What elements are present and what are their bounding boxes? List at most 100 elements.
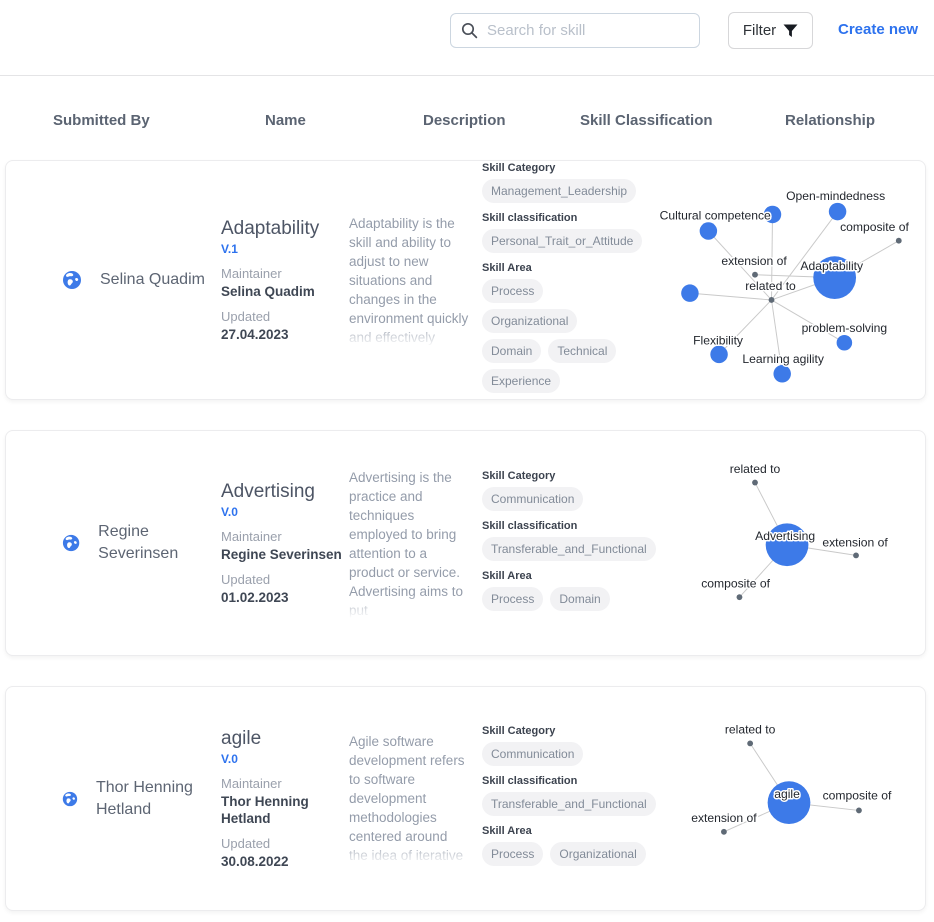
updated-label: Updated (221, 836, 271, 851)
skill-classification-cell: Skill Category Communication Skill class… (482, 469, 656, 617)
skill-description: Advertising is the practice and techniqu… (349, 470, 464, 618)
graph-relation-dot[interactable] (746, 740, 753, 747)
globe-icon (63, 271, 81, 289)
col-header-submitted-by: Submitted By (53, 112, 150, 129)
skill-area-pills: Process Domain (482, 586, 648, 611)
graph-edge (770, 214, 773, 301)
graph-skill-node[interactable] (763, 206, 781, 224)
description-cell: Adaptability is the skill and ability to… (349, 214, 482, 347)
graph-skill-node[interactable] (699, 222, 717, 241)
skill-classification-label: Skill classification (482, 519, 578, 532)
graph-relation-dot[interactable] (768, 297, 774, 304)
relationship-graph[interactable]: related to extension of composite of Adapta… (653, 163, 925, 396)
graph-relation-dot[interactable] (855, 807, 862, 814)
skill-row-adaptability[interactable]: Selina Quadim Adaptability V.1 Maintaine… (5, 160, 926, 400)
graph-edge (770, 300, 783, 375)
graph-relation-dot[interactable] (720, 829, 727, 835)
graph-node-label: composite of (701, 577, 770, 591)
graph-node-label: Open-mindedness (786, 189, 885, 203)
graph-skill-node[interactable] (709, 346, 728, 364)
funnel-icon (783, 24, 798, 37)
skill-classification-pills: Transferable_and_Functional (482, 792, 656, 816)
graph-edge (689, 293, 772, 301)
maintainer-label: Maintainer (221, 776, 282, 791)
name-cell: Advertising V.0 Maintainer Regine Severi… (221, 480, 349, 606)
graph-edge (707, 231, 772, 301)
graph-skill-node[interactable] (772, 365, 791, 383)
skill-classification-pills: Personal_Trait_or_Attitude (482, 228, 648, 253)
graph-relation-dot[interactable] (736, 594, 742, 601)
graph-node-label: composite of (840, 220, 909, 234)
relationship-cell: related to extension of composite of Adapta… (652, 163, 925, 396)
graph-node-label: extension of (721, 254, 787, 268)
skill-classification-cell: Skill Category Management_Leadership Ski… (482, 162, 652, 399)
graph-skill-node[interactable] (812, 256, 856, 300)
graph-node-label: related to (745, 280, 796, 294)
skill-row-agile[interactable]: Thor Henning Hetland agile V.0 Maintaine… (5, 686, 926, 911)
submitted-by-name: Regine Severinsen (98, 523, 179, 562)
graph-node-label: Flexibility (693, 334, 744, 348)
skill-classification-pills: Transferable_and_Functional (482, 536, 656, 561)
skill-pill: Organizational (482, 308, 578, 333)
skill-description: Agile software development refers to sof… (349, 734, 465, 863)
skill-area-pills: Process Organizational (482, 842, 648, 866)
submitted-by-cell: Thor Henning Hetland (6, 777, 221, 821)
skill-pill: Domain (550, 586, 610, 611)
updated-label: Updated (221, 572, 271, 587)
graph-relation-dot[interactable] (895, 238, 902, 245)
skill-name: Advertising (221, 481, 315, 502)
graph-edge (718, 300, 772, 356)
graph-skill-node[interactable] (765, 523, 808, 567)
maintainer-name: Thor Henning Hetland (221, 794, 309, 826)
skill-category-label: Skill Category (482, 725, 556, 737)
skill-area-label: Skill Area (482, 569, 532, 582)
search-input[interactable] (487, 22, 689, 39)
graph-skill-node[interactable] (828, 203, 846, 221)
updated-date: 01.02.2023 (221, 590, 289, 605)
graph-relation-dot[interactable] (751, 272, 758, 279)
graph-relation-dot[interactable] (852, 552, 859, 559)
skill-pill: Communication (482, 486, 584, 511)
col-header-name: Name (265, 112, 306, 129)
skill-category-label: Skill Category (482, 161, 556, 174)
graph-skill-node[interactable] (767, 781, 810, 825)
graph-node-label: Adaptability (800, 259, 864, 273)
graph-relation-dot[interactable] (751, 479, 758, 486)
updated-label: Updated (221, 309, 271, 324)
submitted-by-name: Selina Quadim (100, 271, 205, 288)
graph-edge (770, 299, 845, 344)
create-new-link[interactable]: Create new (838, 21, 919, 38)
search-box[interactable] (450, 13, 700, 48)
graph-skill-node[interactable] (680, 284, 699, 303)
name-cell: agile V.0 Maintainer Thor Henning Hetlan… (221, 727, 349, 870)
globe-icon (62, 534, 80, 552)
skill-description: Adaptability is the skill and ability to… (349, 215, 469, 345)
top-toolbar: Filter Create new (0, 0, 934, 76)
skill-row-advertising[interactable]: Regine Severinsen Advertising V.0 Mainta… (5, 430, 926, 656)
relationship-cell: Advertising related to extension of composi… (652, 433, 925, 653)
filter-button[interactable]: Filter (728, 12, 813, 49)
relationship-graph[interactable]: agile related to composite of extension of (653, 689, 925, 908)
graph-node-label: composite of (822, 789, 891, 803)
col-header-description: Description (423, 112, 506, 129)
skill-name: agile (221, 728, 262, 749)
skill-category-label: Skill Category (482, 469, 556, 482)
filter-button-label: Filter (742, 22, 777, 39)
version-badge: V.1 (221, 242, 238, 256)
skill-pill: Personal_Trait_or_Attitude (482, 228, 643, 253)
relationship-graph[interactable]: Advertising related to extension of composi… (653, 433, 925, 653)
maintainer-name: Selina Quadim (221, 284, 315, 299)
version-badge: V.0 (221, 505, 238, 519)
skill-category-pills: Communication (482, 486, 648, 511)
maintainer-label: Maintainer (221, 529, 282, 544)
skill-pill: Organizational (550, 842, 646, 866)
graph-node-label: agile (774, 787, 800, 801)
col-header-relationship: Relationship (785, 112, 876, 129)
graph-node-label: extension of (691, 811, 757, 825)
skill-category-pills: Management_Leadership (482, 178, 648, 203)
graph-skill-node[interactable] (836, 335, 852, 351)
graph-node-label: related to (729, 462, 780, 476)
submitted-by-cell: Regine Severinsen (6, 521, 221, 565)
skill-classification-label: Skill classification (482, 211, 578, 224)
graph-node-label: Advertising (755, 529, 815, 543)
